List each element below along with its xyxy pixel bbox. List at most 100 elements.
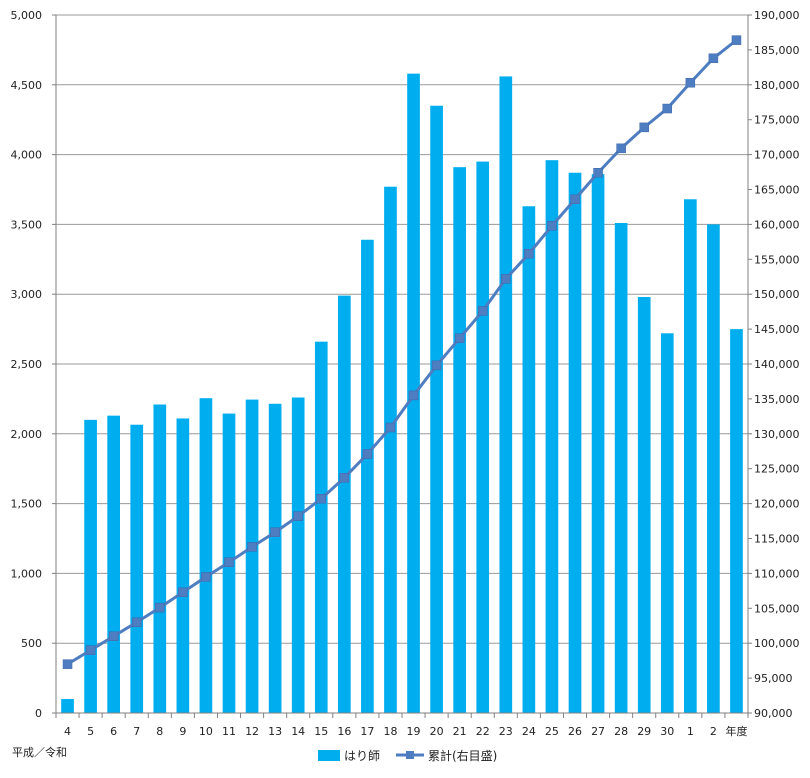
left-axis-tick-labels: 0 500 1,000 1,500 2,000 2,500 3,000 3,500 4,000 4… [11, 9, 43, 720]
legend-bar-swatch [318, 750, 340, 761]
x-axis-tick-label: 12 [245, 725, 259, 738]
x-axis-tick-label: 30 [660, 725, 674, 738]
line-marker [408, 390, 419, 401]
bar [245, 399, 259, 713]
legend-line-label: 累計(右目盛) [428, 748, 497, 763]
gridlines [56, 14, 748, 714]
bar [614, 223, 628, 713]
bar [199, 398, 213, 713]
x-axis-tick-label: 10 [199, 725, 213, 738]
right-axis-tick-label: 160,000 [754, 218, 800, 231]
x-axis-tick-label: 16 [337, 725, 351, 738]
line-marker [362, 449, 373, 459]
line-marker [155, 602, 165, 613]
bar [545, 160, 559, 713]
bar [568, 172, 582, 714]
bar [337, 295, 351, 713]
bar [130, 424, 144, 713]
line-series [62, 35, 742, 669]
right-axis-tick-label: 105,000 [754, 602, 800, 615]
x-axis-tick-label: 22 [476, 725, 490, 738]
line-marker [616, 143, 626, 154]
bar [291, 397, 305, 713]
x-axis-tick-label: 17 [360, 725, 374, 738]
axes [52, 14, 752, 718]
line-marker [685, 77, 696, 88]
right-axis-tick-label: 155,000 [754, 253, 800, 266]
bar [268, 403, 282, 713]
x-axis-tick-label: 18 [383, 725, 397, 738]
bar [522, 206, 536, 713]
left-axis-tick-label: 4,500 [11, 79, 43, 92]
line-marker [547, 221, 557, 231]
legend-line-marker [406, 751, 414, 759]
right-axis-tick-label: 115,000 [754, 533, 800, 546]
x-axis-tick-label: 7 [133, 725, 140, 738]
left-axis-tick-label: 500 [21, 637, 42, 650]
line-marker [431, 360, 442, 371]
bar [61, 699, 74, 713]
x-axis-tick-label: 20 [430, 725, 444, 738]
left-axis-tick-label: 3,000 [11, 288, 43, 301]
x-axis-tick-label: 6 [110, 725, 117, 738]
bar [730, 329, 743, 713]
right-axis-tick-label: 110,000 [754, 567, 800, 580]
right-axis-tick-label: 95,000 [754, 672, 793, 685]
line-marker [293, 511, 303, 521]
x-axis-tick-label: 5 [87, 725, 94, 738]
x-axis-tick-labels: 4 5 6 7 8 9 10 11 12 13 14 15 16 17 18 19 20 21 22 23 24 25 26… [64, 724, 747, 738]
line-marker [85, 645, 96, 655]
right-axis-tick-label: 135,000 [754, 393, 800, 406]
x-axis-tick-label: 9 [179, 725, 186, 738]
line-marker [662, 103, 673, 114]
right-axis-tick-label: 150,000 [754, 288, 800, 301]
line-marker [270, 527, 280, 537]
x-axis-tick-label: 8 [156, 725, 163, 738]
x-axis-tick-label: 27 [591, 725, 605, 738]
line-marker [316, 493, 327, 504]
line-marker [501, 274, 511, 284]
left-axis-tick-label: 0 [35, 707, 42, 720]
x-axis-tick-label: 23 [499, 725, 513, 738]
line-marker [454, 333, 465, 343]
bar [453, 167, 467, 713]
bar [591, 174, 605, 714]
line-marker [731, 35, 742, 45]
right-axis-tick-label: 100,000 [754, 637, 800, 650]
bar [660, 333, 674, 713]
bar [361, 239, 374, 714]
bar [153, 404, 167, 713]
x-axis-tick-label: 24 [522, 725, 536, 738]
line-marker [639, 122, 649, 133]
left-axis-tick-label: 2,500 [11, 358, 43, 371]
right-axis-tick-label: 185,000 [754, 44, 800, 57]
x-axis-tick-label: 14 [291, 725, 305, 738]
line-marker [593, 167, 603, 178]
bar-series [61, 73, 743, 714]
line-marker [477, 306, 488, 316]
x-axis-tick-label: 26 [568, 725, 582, 738]
x-axis-tick-label: 15 [314, 725, 328, 738]
left-axis-tick-label: 4,000 [11, 149, 43, 162]
right-axis-tick-label: 120,000 [754, 498, 800, 511]
bar [476, 161, 490, 713]
right-axis-tick-label: 130,000 [754, 428, 800, 441]
bar [637, 296, 651, 713]
x-axis-tick-label: 21 [453, 725, 467, 738]
x-axis-tick-label: 1 [687, 725, 694, 738]
right-axis-tick-labels: 90,000 95,000 100,000 105,000 110,000 115,000… [754, 9, 800, 720]
line-marker [339, 473, 350, 483]
line-marker [131, 617, 142, 628]
line-marker [524, 248, 534, 259]
bar [107, 415, 121, 713]
bar [499, 76, 513, 713]
legend: はり師 累計(右目盛) [318, 748, 497, 763]
left-axis-tick-label: 1,000 [11, 567, 43, 580]
x-axis-tick-label: 2 [710, 725, 717, 738]
right-axis-tick-label: 145,000 [754, 323, 800, 336]
x-axis-tick-label: 19 [407, 725, 421, 738]
bar [683, 199, 697, 714]
bar [384, 186, 397, 713]
line-marker [247, 542, 257, 552]
